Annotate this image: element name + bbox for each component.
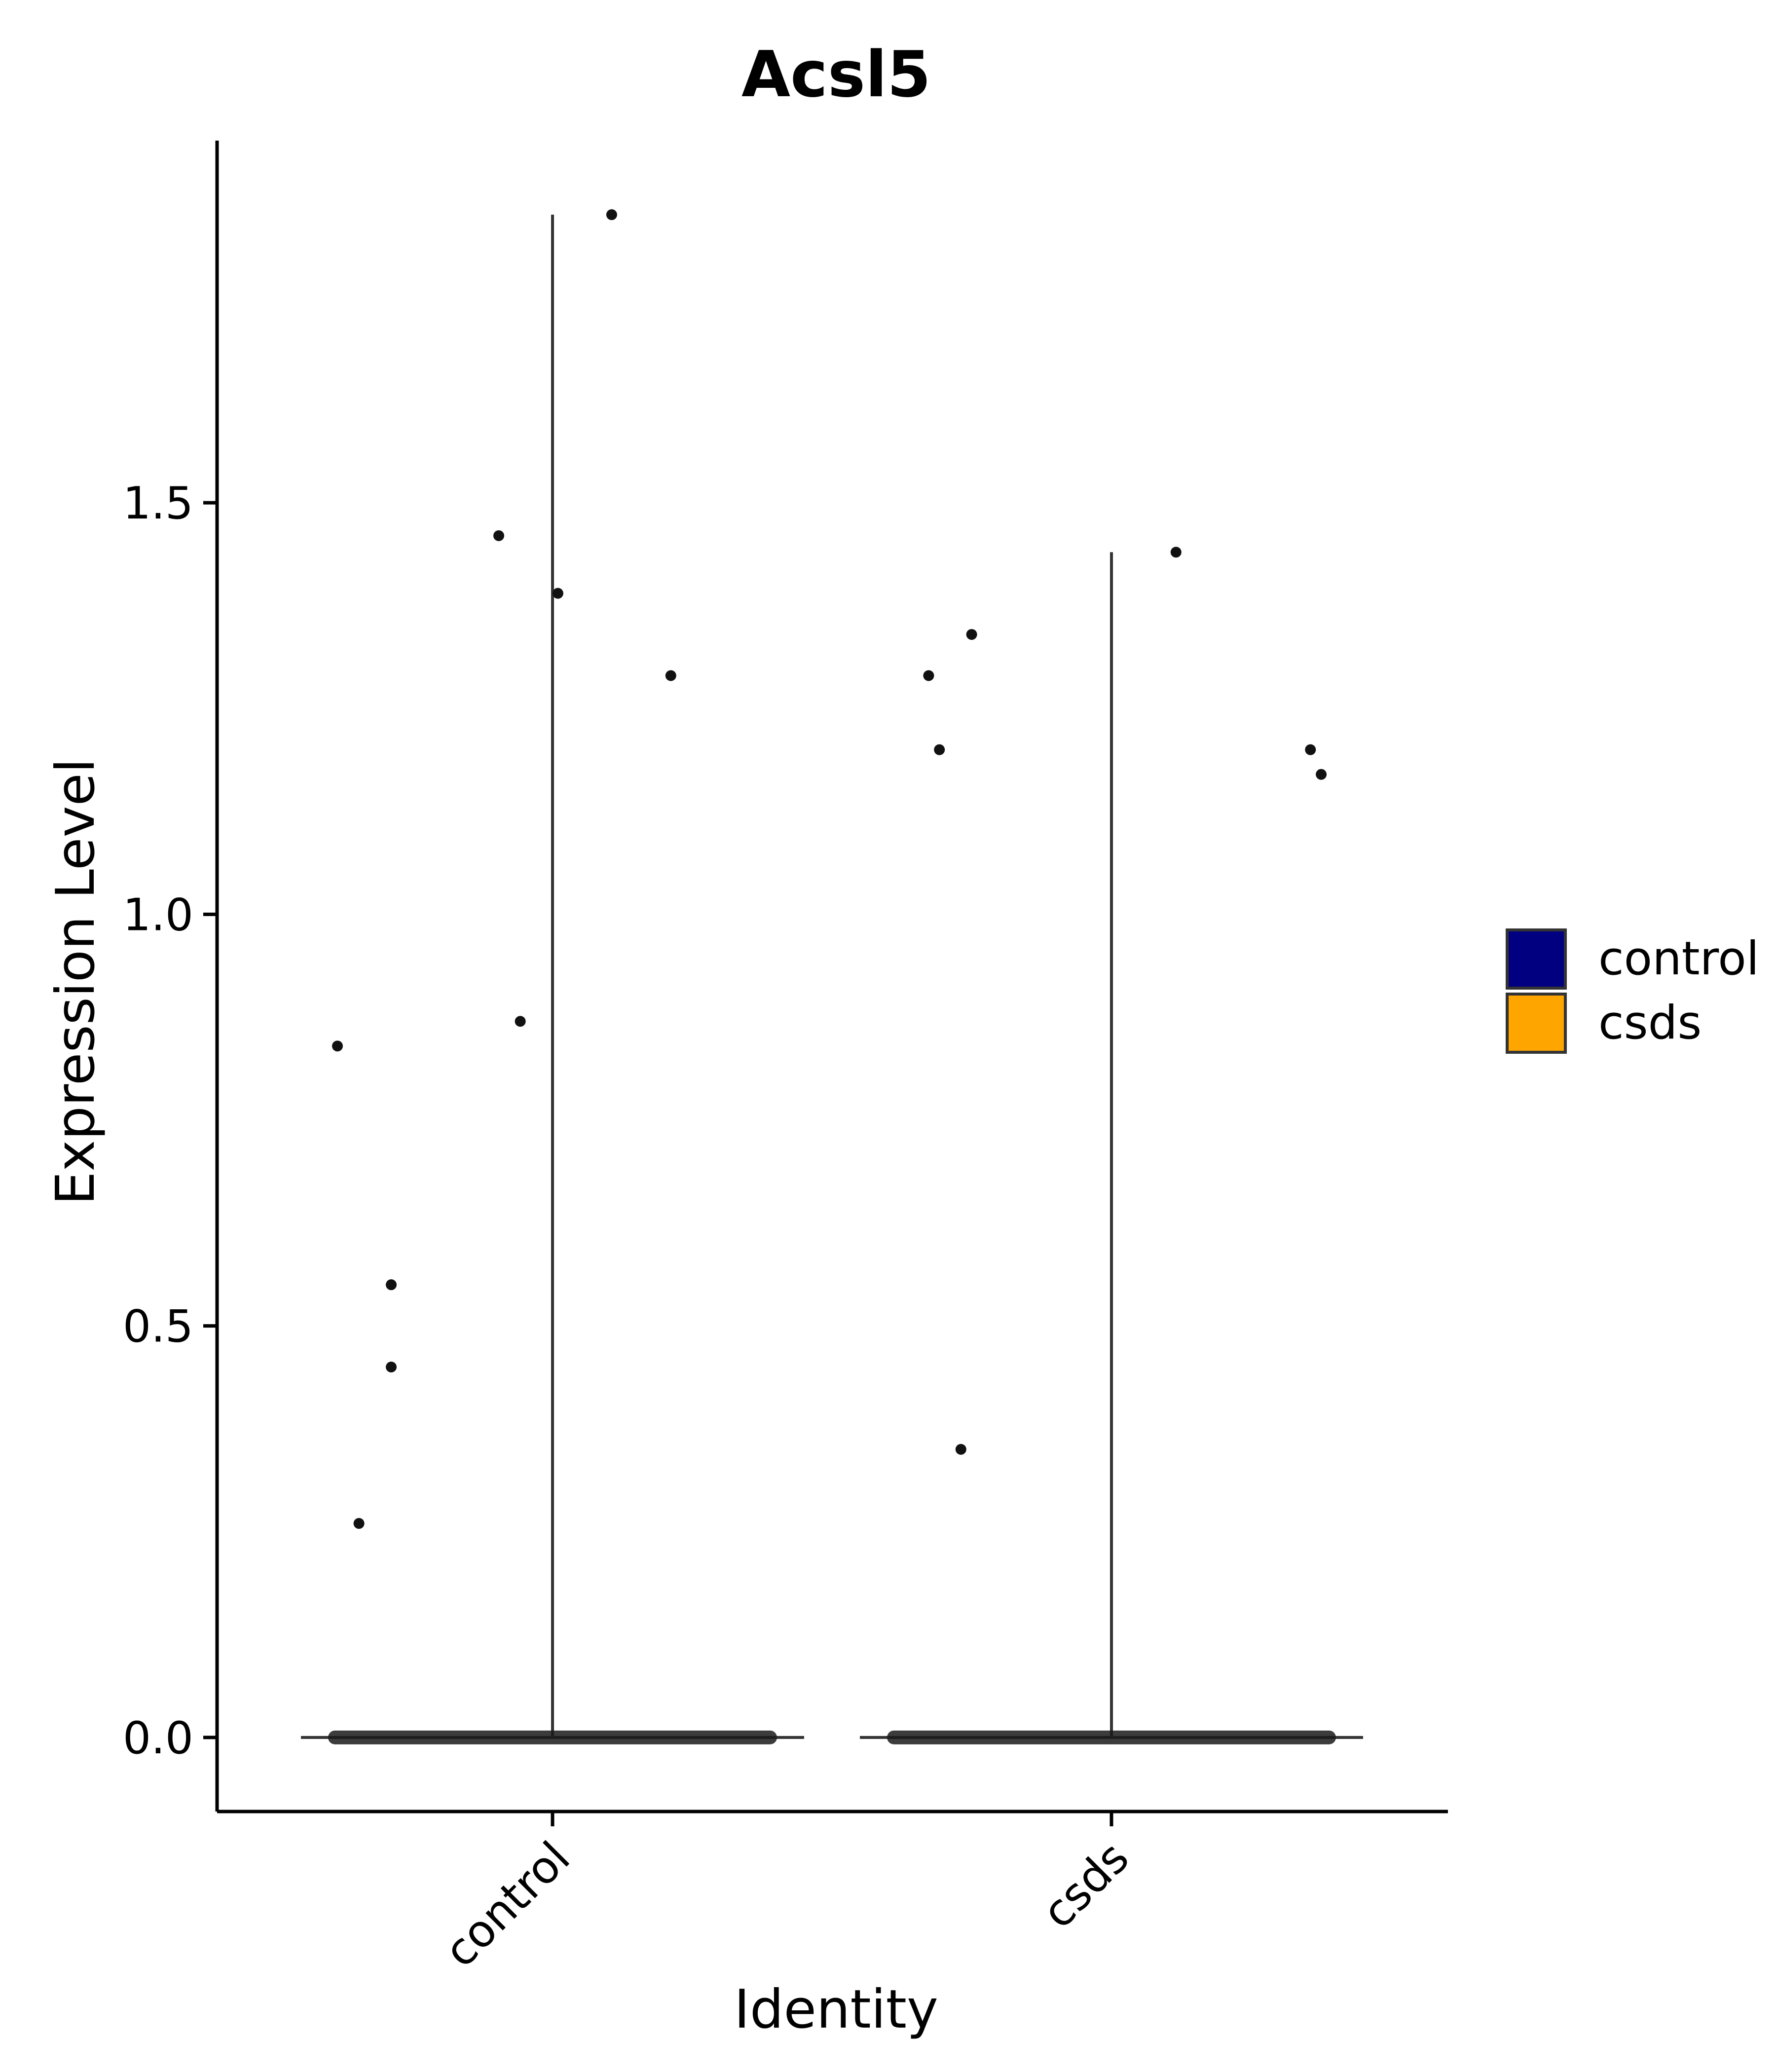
data-point [1170,547,1182,558]
data-point [552,588,563,599]
data-point [606,209,617,221]
y-tick-label: 0.0 [123,1712,193,1764]
x-tick-label: control [435,1832,580,1977]
y-tick-label: 1.5 [123,478,193,529]
data-point [934,744,945,755]
legend-swatch-csds [1506,993,1567,1054]
data-point [386,1362,397,1373]
data-point [353,1518,365,1529]
data-point [493,530,504,541]
data-point [515,1016,526,1027]
x-axis-title: Identity [734,1979,938,2040]
data-point [955,1443,966,1455]
plot-area [301,209,1363,1744]
data-point [386,1279,397,1291]
axes: 0.0 0.5 1.0 1.5 control csds [123,141,1448,1977]
x-tick-label: csds [1033,1832,1139,1938]
violin-csds [860,547,1363,1744]
legend-label-control: control [1598,932,1759,986]
legend-label-csds: csds [1598,996,1702,1050]
data-point [1316,769,1327,780]
zero-value-points [887,1730,1336,1744]
y-axis-title: Expression Level [45,758,107,1205]
zero-value-points [328,1730,777,1744]
data-point [1305,744,1316,755]
data-point [923,670,934,681]
legend: control csds [1506,928,1759,1054]
data-point [966,629,977,640]
violin-control [301,209,804,1744]
data-point [332,1040,343,1052]
y-tick-label: 1.0 [123,889,193,941]
y-tick-label: 0.5 [123,1301,193,1353]
data-point [665,670,676,681]
chart-title: Acsl5 [741,38,931,111]
legend-swatch-control [1506,928,1567,990]
